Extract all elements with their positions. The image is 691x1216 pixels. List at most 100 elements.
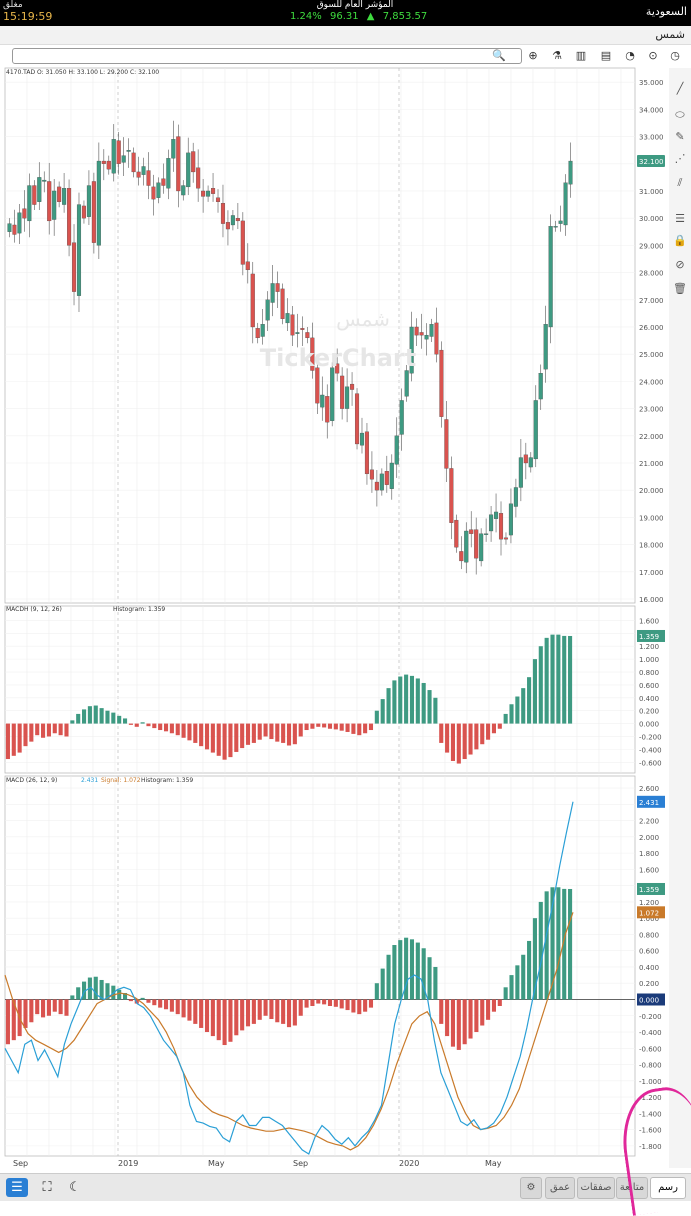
drawings-list-icon[interactable]: ☰ xyxy=(675,212,685,225)
lock-icon[interactable]: 🔒 xyxy=(673,234,687,247)
candle-body xyxy=(86,185,91,217)
candle-body xyxy=(255,328,260,339)
trendline-icon[interactable]: ╱ xyxy=(676,82,684,95)
macdh-badge xyxy=(637,629,665,642)
macd-histogram-bar xyxy=(58,999,63,1015)
price-axis-label: 21.000 xyxy=(639,460,664,468)
macd-histogram-bar xyxy=(128,999,133,1002)
fullscreen-icon[interactable]: ⛶ xyxy=(42,1180,52,1195)
zero-badge-label: 0.000 xyxy=(639,996,659,1004)
tab-depth[interactable]: عمق xyxy=(545,1177,575,1199)
zero-badge xyxy=(637,993,665,1006)
candle-body xyxy=(215,197,221,202)
candle-body xyxy=(414,326,419,336)
candle-body xyxy=(136,171,141,178)
histogram-bar xyxy=(251,723,256,743)
candle-body xyxy=(42,179,47,182)
candle-body xyxy=(17,212,22,234)
candle-body xyxy=(553,226,558,228)
tab-trades[interactable]: صفقات xyxy=(577,1177,615,1199)
histogram-bar xyxy=(286,723,292,746)
fan-icon[interactable]: ⫽ xyxy=(677,176,683,189)
menu-icon[interactable]: ☰ xyxy=(6,1178,28,1197)
histogram-bar xyxy=(550,634,555,724)
macdh-legend-hist: Histogram: 1.359 xyxy=(113,606,165,613)
last-price-badge xyxy=(637,155,665,168)
histogram-bar xyxy=(456,723,461,764)
macd-legend: MACD (26, 12, 9) xyxy=(6,777,57,784)
compare-icon[interactable]: ◔ xyxy=(625,49,635,62)
candle-body xyxy=(384,471,389,485)
macdh-axis-label: -0.600 xyxy=(639,759,662,767)
macd-histogram-bar xyxy=(398,940,403,1000)
macd-histogram-bar xyxy=(269,999,274,1020)
trash-icon[interactable]: 🗑 xyxy=(673,282,687,295)
symbol-search-input[interactable] xyxy=(12,48,522,64)
candle-body xyxy=(489,514,494,532)
histogram-bar xyxy=(368,723,374,731)
x-axis-label: 2019 xyxy=(118,1159,138,1168)
fibonacci-icon[interactable]: ⋰ xyxy=(674,152,686,165)
dark-mode-icon[interactable]: ☾ xyxy=(69,1180,81,1195)
histogram-bar xyxy=(199,723,204,747)
macdh-axis-label: 1.600 xyxy=(639,617,659,625)
candle-body xyxy=(389,462,394,489)
macd-axis-label: -1.600 xyxy=(639,1127,662,1135)
market-time: 15:19:59 xyxy=(3,10,53,23)
x-axis: Sep 2019 May Sep 2020 May xyxy=(13,1159,502,1168)
stock-chart[interactable]: 35.00034.00033.00032.00031.00030.00029.0… xyxy=(3,66,668,1172)
candle-body xyxy=(96,160,101,246)
candle-body xyxy=(250,273,255,328)
macd-histogram-bar xyxy=(41,999,46,1018)
histogram-bar xyxy=(480,723,485,745)
macd-histogram-bar xyxy=(380,968,385,1000)
macd-histogram-bar xyxy=(163,999,169,1010)
period-icon[interactable]: ⊙ xyxy=(648,49,658,62)
macd-histogram-bar xyxy=(257,999,262,1020)
macd-histogram-bar xyxy=(339,999,344,1009)
candle-body xyxy=(27,185,32,222)
candle-body xyxy=(225,222,230,230)
text-tool-icon[interactable]: ✎ xyxy=(675,130,685,143)
crosshair-icon[interactable]: ⊕ xyxy=(528,49,538,62)
layout-icon[interactable]: ▤ xyxy=(600,49,612,62)
histogram-bar xyxy=(468,723,473,755)
candle-body xyxy=(528,457,533,468)
indicators-icon[interactable]: ⚗ xyxy=(552,49,562,62)
macd-histogram-bar xyxy=(251,999,256,1024)
macd-axis-label: -1.200 xyxy=(639,1094,662,1102)
index-values: 1.24% 96.31 ▲ 7,853.57 xyxy=(290,11,432,22)
index-change-pct: 1.24% xyxy=(290,11,322,22)
chart-area[interactable]: 35.00034.00033.00032.00031.00030.00029.0… xyxy=(3,66,691,1172)
tab-chart[interactable]: رسم xyxy=(650,1177,686,1199)
candle-body xyxy=(439,349,444,417)
chart-type-icon[interactable]: ▥ xyxy=(575,49,587,62)
price-axis-label: 25.000 xyxy=(639,351,664,359)
histogram-bar xyxy=(122,718,128,724)
market-selector[interactable]: السعودية xyxy=(645,5,687,18)
price-axis-label: 30.000 xyxy=(639,215,664,223)
histogram-bar xyxy=(234,723,239,752)
price-axis-label: 16.000 xyxy=(639,596,664,604)
histogram-bar xyxy=(415,678,420,724)
price-axis-label: 20.000 xyxy=(639,487,664,495)
tab-watch[interactable]: متابعة xyxy=(616,1177,648,1199)
macd-histogram-bar xyxy=(140,997,145,1000)
candle-body xyxy=(116,140,121,164)
macd-histogram-bar xyxy=(351,999,356,1013)
histogram-bar xyxy=(292,723,297,745)
hide-icon[interactable]: ⊘ xyxy=(675,258,685,271)
settings-icon[interactable]: ⚙ xyxy=(520,1177,542,1199)
ellipse-icon[interactable]: ⬭ xyxy=(675,108,685,121)
macd-histogram-bar xyxy=(532,918,537,1000)
macd-histogram-bar xyxy=(70,995,75,1000)
candle-body xyxy=(37,177,42,202)
search-icon[interactable]: 🔍 xyxy=(492,49,506,62)
candle-body xyxy=(469,529,474,534)
clock-icon[interactable]: ◷ xyxy=(670,49,680,62)
panel-frame xyxy=(4,775,636,1157)
candle-body xyxy=(131,152,136,173)
histogram-bar xyxy=(532,659,537,724)
candle-body xyxy=(305,332,310,339)
macd-histogram-bar xyxy=(368,999,374,1008)
